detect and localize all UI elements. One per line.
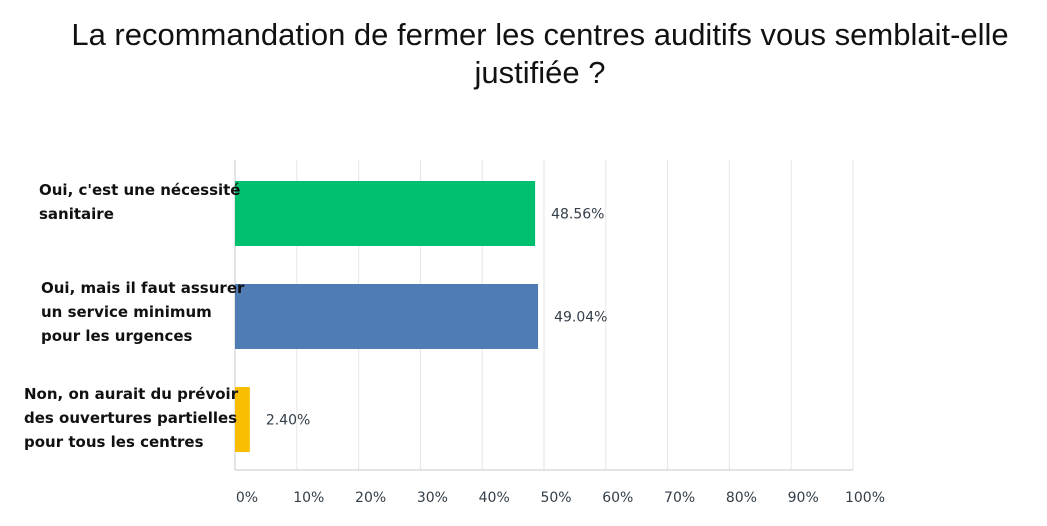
x-axis-tick-labels: 0% 10% 20% 30% 40% 50% 60% 70% 80% 90% 100%	[236, 490, 885, 506]
x-tick-label: 80%	[726, 490, 757, 506]
x-tick-label: 30%	[417, 490, 448, 506]
x-tick-label: 60%	[602, 490, 633, 506]
bar-value-label: 2.40%	[266, 413, 310, 429]
chart-title: La recommandation de fermer les centres …	[71, 17, 1009, 90]
bar	[235, 284, 539, 349]
x-tick-label: 50%	[540, 490, 571, 506]
bar	[235, 181, 536, 246]
x-tick-label: 70%	[664, 490, 695, 506]
x-tick-label: 90%	[788, 490, 819, 506]
bar-value-label: 49.04%	[554, 310, 607, 326]
x-tick-label: 0%	[236, 490, 258, 506]
category-label: Non, on aurait du prévoir des ouvertures…	[24, 385, 239, 451]
x-tick-label: 40%	[479, 490, 510, 506]
bar-value-label: 48.56%	[551, 207, 604, 223]
x-tick-label: 100%	[845, 490, 885, 506]
bars	[235, 181, 539, 452]
category-label: Oui, c'est une nécessité sanitaire	[39, 181, 241, 223]
bar	[235, 387, 250, 452]
category-label: Oui, mais il faut assurer un service min…	[41, 279, 245, 345]
x-tick-label: 20%	[355, 490, 386, 506]
x-tick-label: 10%	[293, 490, 324, 506]
value-labels: 48.56% 49.04% 2.40%	[266, 207, 608, 429]
